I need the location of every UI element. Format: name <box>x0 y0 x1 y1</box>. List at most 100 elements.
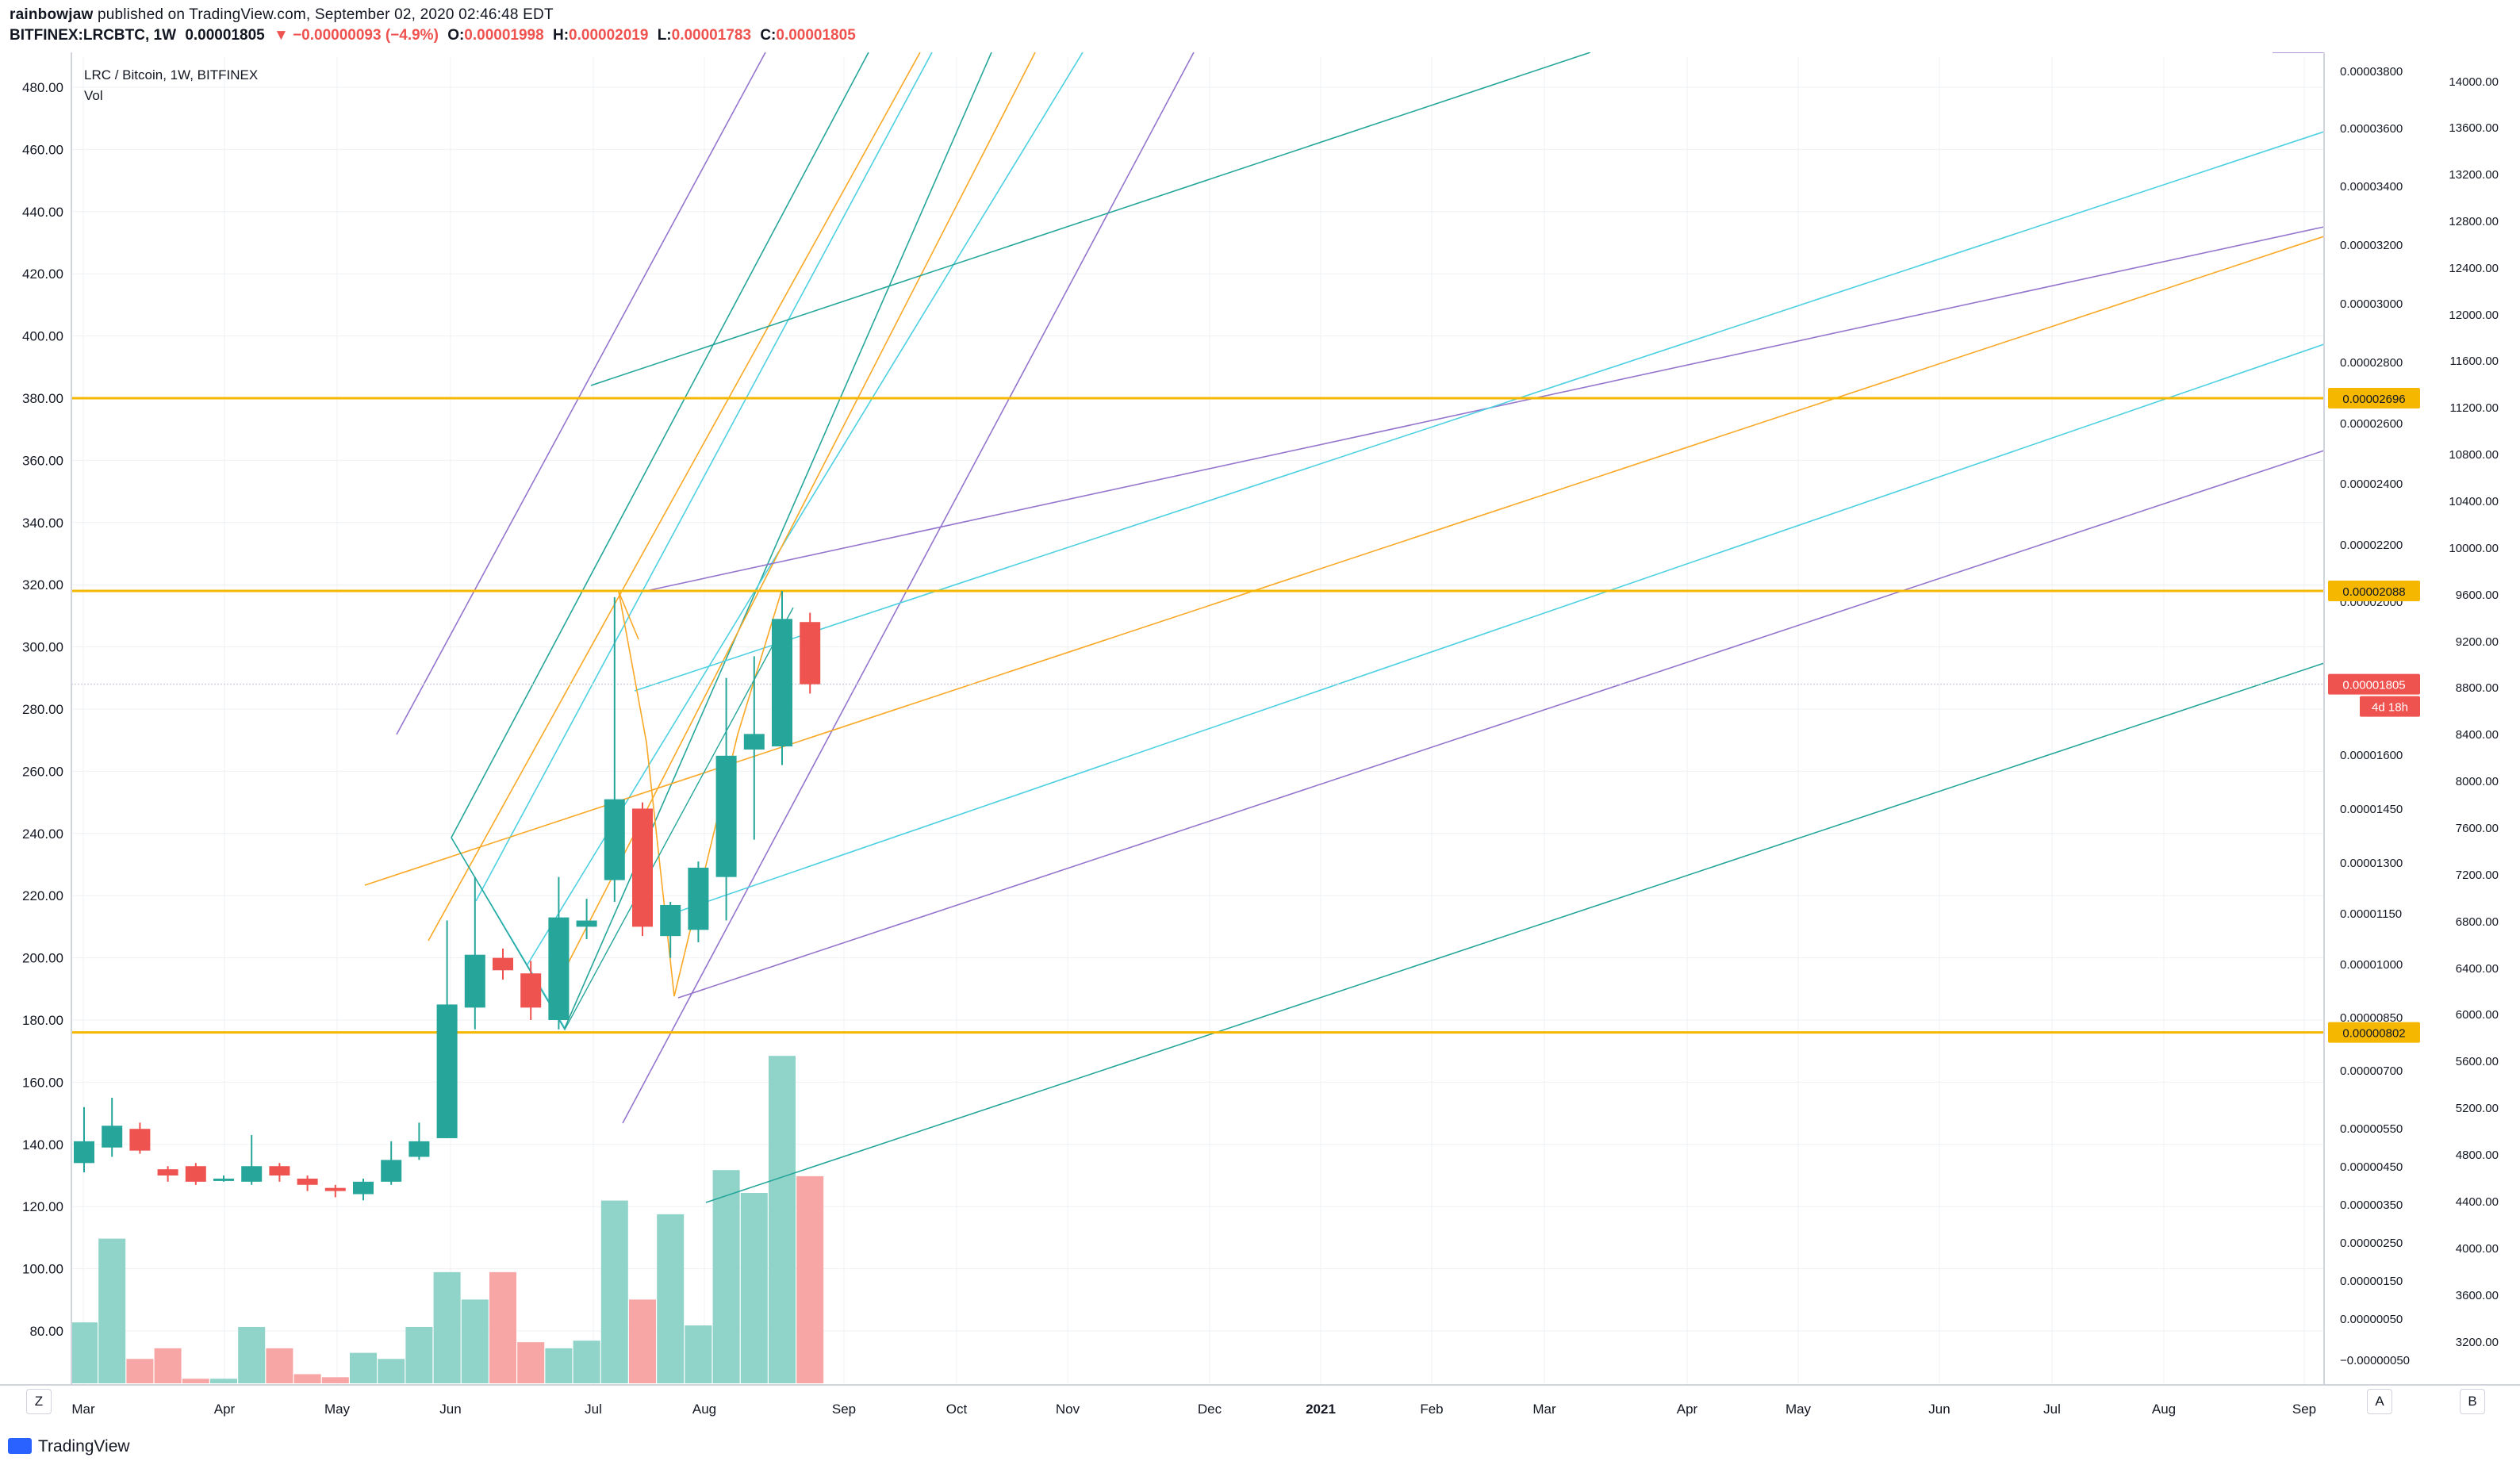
time-axis[interactable]: Mar Apr May Jun Jul Aug Sep Oct Nov Dec 2021 Feb Mar… <box>71 1402 2316 1417</box>
right-axis-volume-tick: 9600.00 <box>2456 589 2499 602</box>
right-axis-price-tick: 0.00000350 <box>2340 1198 2403 1212</box>
right-axis-volume-tick: 12800.00 <box>2449 215 2499 228</box>
candle-body <box>213 1178 234 1181</box>
close-label: C: <box>760 27 777 44</box>
volume-bar <box>405 1326 433 1383</box>
right-axis-volume-tick: 14000.00 <box>2449 75 2499 89</box>
volume-bar <box>98 1238 126 1383</box>
time-axis-tick: Jun <box>1928 1402 1950 1417</box>
candle-body <box>324 1187 346 1191</box>
right-axis-price-tick: 0.00003400 <box>2340 180 2403 194</box>
right-axis-volume-tick: 4000.00 <box>2456 1242 2499 1256</box>
right-axis-volume-tick: 12000.00 <box>2449 309 2499 322</box>
candle-body <box>576 920 597 927</box>
right-axis-volume-tick: 6000.00 <box>2456 1008 2499 1022</box>
volume-bar <box>210 1379 237 1383</box>
right-axis-price-tick: 0.00000250 <box>2340 1237 2403 1250</box>
volume-bar <box>71 1322 98 1383</box>
volume-bar <box>182 1379 209 1383</box>
last-price: 0.00001805 <box>185 27 265 44</box>
left-axis-tick: 300.00 <box>22 640 63 655</box>
volume-bar <box>629 1299 656 1383</box>
horizontal-levels[interactable] <box>71 397 2324 1034</box>
right-axis-volume-tick: 8400.00 <box>2456 728 2499 742</box>
log-scale-button[interactable]: B <box>2460 1389 2485 1414</box>
right-axis-price-tick: 0.00001150 <box>2340 907 2402 921</box>
left-axis-tick: 160.00 <box>22 1075 63 1090</box>
time-axis-tick: Sep <box>2292 1402 2316 1417</box>
high-label: H: <box>552 27 570 44</box>
right-axis-volume-tick: 4800.00 <box>2456 1149 2499 1162</box>
zoom-reset-button[interactable]: Z <box>26 1389 52 1414</box>
pitchfork-b-purple-top <box>642 226 2325 593</box>
candle-body <box>185 1166 206 1182</box>
tradingview-logo[interactable]: TradingView <box>8 1437 130 1456</box>
left-axis-tick: 100.00 <box>22 1262 63 1277</box>
right-axis-price-tick: 0.00003200 <box>2340 239 2403 252</box>
candle-body <box>381 1160 402 1182</box>
pitchfork-a-mid1 <box>475 52 933 902</box>
right-axis-price-tick: 0.00000550 <box>2340 1122 2403 1136</box>
right-axis-volume-tick: 3200.00 <box>2456 1336 2499 1349</box>
pitchfork-b-cyan-top <box>634 131 2325 692</box>
pitchfork-purple-upper <box>396 52 766 735</box>
candle-body <box>688 867 709 930</box>
right-axis-price-tick: 0.00001300 <box>2340 857 2403 870</box>
right-axis-price-tick: 0.00002200 <box>2340 539 2403 552</box>
time-axis-tick: Aug <box>692 1402 716 1417</box>
open-value: 0.00001998 <box>464 27 544 44</box>
symbol-label: BITFINEX:LRCBTC, 1W <box>10 27 177 44</box>
right-axis-price-tick: 0.00001450 <box>2340 803 2403 816</box>
pitchfork-purple-lower <box>622 52 1195 1124</box>
candle-body <box>297 1178 318 1185</box>
price-label-text: 0.00000802 <box>2342 1027 2405 1041</box>
author-name[interactable]: rainbowjaw <box>10 6 94 23</box>
left-axis-tick: 460.00 <box>22 142 63 157</box>
pitchfork-a-orange1 <box>428 52 921 942</box>
left-axis-tick: 380.00 <box>22 391 63 406</box>
open-label: O: <box>447 27 465 44</box>
price-label-box <box>2328 673 2420 695</box>
zigzag-teal <box>451 607 794 1031</box>
right-axis-price-tick: −0.00000050 <box>2340 1354 2410 1367</box>
candle-body <box>102 1126 123 1148</box>
volume-bar <box>489 1271 516 1383</box>
grid <box>71 57 2324 1385</box>
time-axis-tick: May <box>324 1402 351 1417</box>
brand-name: TradingView <box>38 1437 130 1455</box>
time-axis-tick: Dec <box>1198 1402 1222 1417</box>
price-label-box <box>2328 388 2420 408</box>
published-text: published on TradingView.com, September … <box>97 6 554 23</box>
pitchfork-drawings[interactable] <box>364 52 2325 1203</box>
right-axis-volume-tick: 11600.00 <box>2450 355 2499 368</box>
time-axis-tick: Mar <box>1532 1402 1556 1417</box>
candle-body <box>129 1129 151 1151</box>
candle-body <box>464 954 485 1008</box>
right-axis-volume-tick: 6400.00 <box>2456 962 2499 976</box>
candle-body <box>74 1141 94 1164</box>
pitchfork-b-teal-top <box>590 52 1591 386</box>
price-labels: 0.00002696 0.00002088 0.00001805 4d 18h 0.00… <box>2328 388 2420 1043</box>
left-axis-tick: 140.00 <box>22 1137 63 1152</box>
right-axis-price-tick: 0.00000850 <box>2340 1011 2403 1025</box>
left-price-axis[interactable]: 480.00 460.00 440.00 420.00 400.00 380.00 360.… <box>22 80 63 1339</box>
chart-canvas[interactable]: 480.00 460.00 440.00 420.00 400.00 380.00 360.… <box>0 52 2520 1428</box>
auto-scale-button[interactable]: A <box>2367 1389 2392 1414</box>
price-label-text: 4d 18h <box>2372 701 2408 715</box>
right-price-axis[interactable]: 0.00003800 14000.00 0.00003600 13600.00 0.00… <box>2340 65 2499 1367</box>
right-axis-volume-tick: 4400.00 <box>2456 1195 2499 1209</box>
price-change: ▼ −0.00000093 (−4.9%) <box>274 27 439 44</box>
right-axis-price-tick: 0.00003800 <box>2340 65 2403 79</box>
volume-bar <box>796 1175 824 1383</box>
right-axis-volume-tick: 9200.00 <box>2456 635 2499 649</box>
pitchfork-b-handle <box>618 591 639 640</box>
right-axis-volume-tick: 7600.00 <box>2456 822 2499 835</box>
candle-body <box>436 1004 458 1138</box>
low-value: 0.00001783 <box>671 27 752 44</box>
time-axis-tick: Sep <box>832 1402 856 1417</box>
legend-volume: Vol <box>84 88 103 103</box>
volume-bar <box>657 1214 685 1383</box>
pitchfork-b-purple-low <box>677 450 2325 999</box>
time-axis-tick: Nov <box>1056 1402 1080 1417</box>
volume-bar <box>461 1299 489 1383</box>
